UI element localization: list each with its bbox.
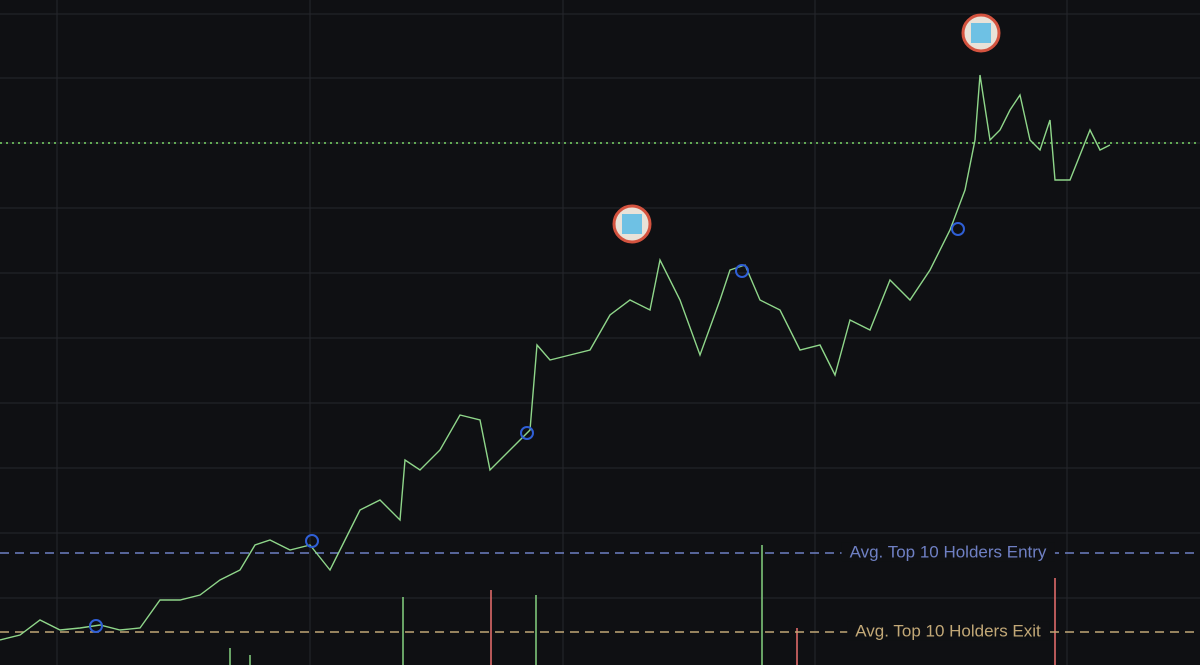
price-line — [0, 74, 1111, 641]
level-label: Avg. Top 10 Holders Entry — [850, 542, 1047, 561]
trade-marker — [89, 619, 103, 633]
label-bg — [841, 542, 1055, 562]
volume-bar — [249, 655, 251, 665]
volume-bar — [490, 590, 492, 665]
level-label: Avg. Top 10 Holders Exit — [855, 621, 1041, 640]
avatar — [612, 13, 1001, 244]
volume-bar — [761, 545, 763, 665]
volume-bar — [535, 595, 537, 665]
trade-marker — [520, 426, 534, 440]
trade-marker — [305, 534, 319, 548]
volume-bar — [796, 628, 798, 665]
volume-bar — [402, 597, 404, 665]
trade-marker — [951, 222, 965, 236]
trade-marker — [735, 264, 749, 278]
label-bg — [847, 621, 1050, 641]
volume-bar — [1054, 578, 1056, 665]
volume-bar — [229, 648, 231, 665]
